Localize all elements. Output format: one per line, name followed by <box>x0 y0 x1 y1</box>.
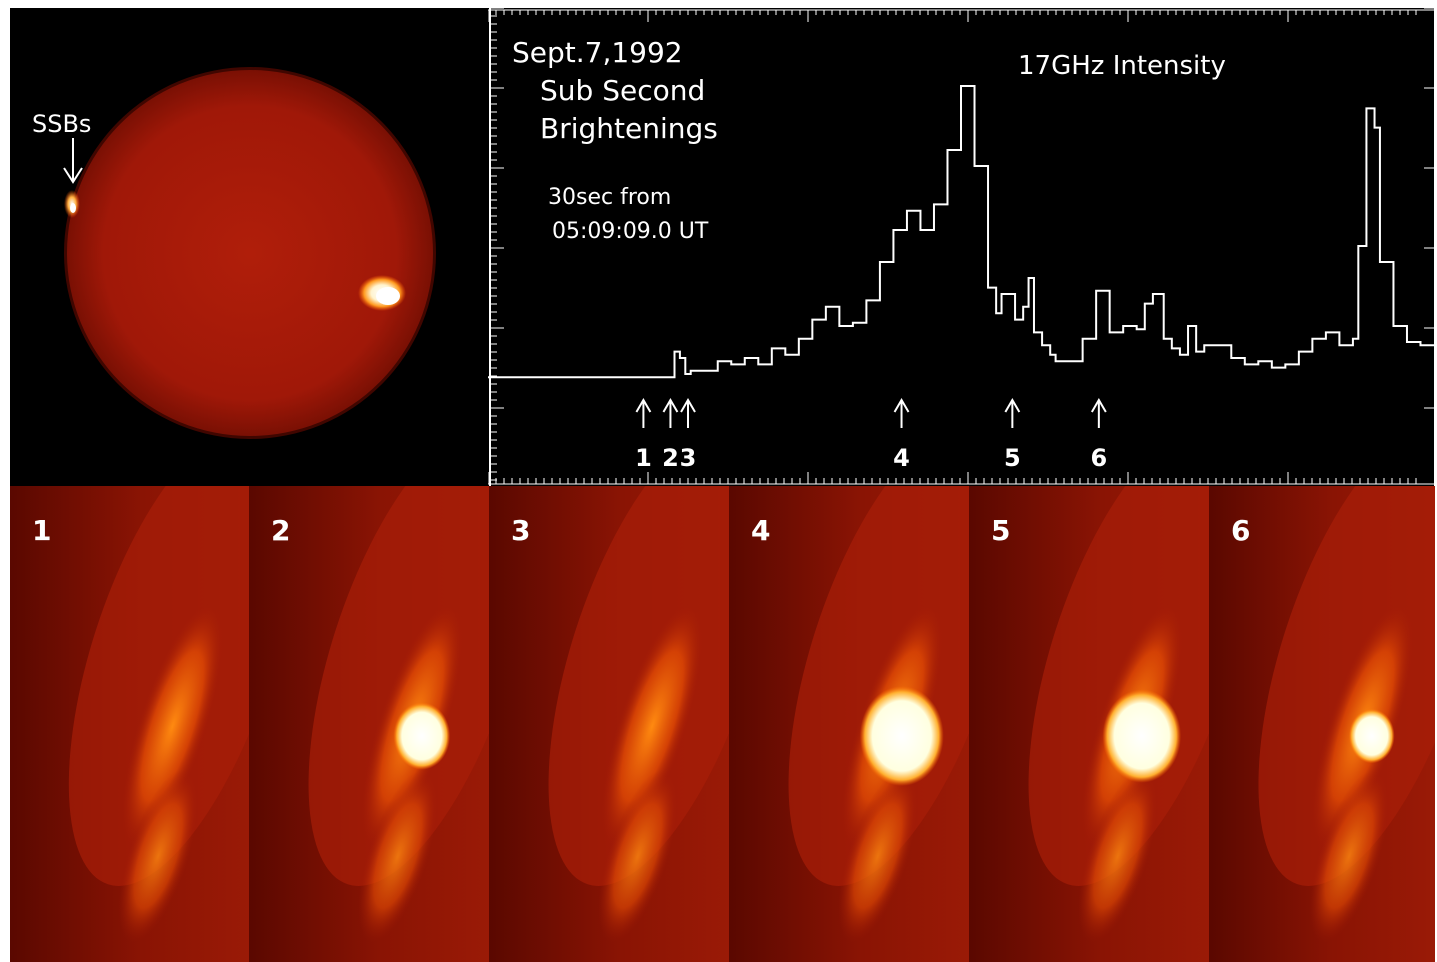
plot-date-label: Sept.7,1992 <box>512 36 683 69</box>
plot-duration-label: 30sec from <box>548 185 671 210</box>
time-marker-label: 4 <box>893 444 910 472</box>
intensity-trace-series <box>488 85 1434 379</box>
time-marker-arrowhead <box>893 398 910 413</box>
time-marker-5: 5 <box>1004 398 1021 472</box>
plot-subtitle-line2: Brightenings <box>540 112 718 145</box>
zoom-frame-image <box>10 486 249 962</box>
ssb-arrow-head <box>63 167 83 184</box>
zoom-frame-4: 4 <box>729 486 969 962</box>
time-marker-1: 1 <box>635 398 652 472</box>
time-marker-4: 4 <box>893 398 910 472</box>
time-marker-6: 6 <box>1090 398 1107 472</box>
intensity-plot-panel: Sept.7,1992 Sub Second Brightenings 30se… <box>488 8 1434 486</box>
zoom-frame-label: 3 <box>511 514 531 547</box>
zoom-frame-label: 6 <box>1231 514 1251 547</box>
plot-start-time-label: 05:09:09.0 UT <box>552 219 709 244</box>
time-marker-label: 6 <box>1090 444 1107 472</box>
intensity-plot: Sept.7,1992 Sub Second Brightenings 30se… <box>488 8 1434 486</box>
zoom-frame-2: 2 <box>249 486 489 962</box>
sun-disk <box>67 70 433 436</box>
time-marker-label: 1 <box>635 444 652 472</box>
time-marker-label: 2 <box>662 444 679 472</box>
zoom-frame-label: 5 <box>991 514 1011 547</box>
zoom-frame-3: 3 <box>489 486 729 962</box>
zoom-frame-label: 1 <box>32 514 52 547</box>
zoom-frame-5: 5 <box>969 486 1209 962</box>
zoom-frame-label: 2 <box>271 514 291 547</box>
zoom-frame-image <box>1209 486 1435 962</box>
time-marker-arrowhead <box>635 398 652 413</box>
time-marker-label: 5 <box>1004 444 1021 472</box>
time-marker-arrowhead <box>680 398 696 413</box>
ssb-site-core <box>70 203 76 213</box>
time-marker-2: 2 <box>662 398 679 472</box>
zoom-frame-image <box>969 486 1209 962</box>
sun-svg: SSBs <box>32 67 436 439</box>
time-marker-arrowhead <box>662 398 679 413</box>
time-marker-label: 3 <box>680 444 697 472</box>
plot-frame-ticks <box>488 8 1434 486</box>
time-marker-3: 3 <box>680 398 697 472</box>
zoom-frame-image <box>489 486 729 962</box>
plot-subtitle-line1: Sub Second <box>540 74 705 107</box>
zoom-frame-1: 1 <box>10 486 249 962</box>
zoom-frame-image <box>729 486 969 962</box>
zoom-frame-label: 4 <box>751 514 771 547</box>
zoom-frame-image <box>249 486 489 962</box>
time-marker-arrowhead <box>1004 398 1021 413</box>
ssb-label: SSBs <box>32 110 91 138</box>
active-region-core <box>376 287 400 305</box>
plot-series-label: 17GHz Intensity <box>1018 51 1226 81</box>
full-disk-sun-image: SSBs <box>10 8 488 486</box>
time-marker-arrowhead <box>1090 398 1107 413</box>
zoom-frame-6: 6 <box>1209 486 1435 962</box>
